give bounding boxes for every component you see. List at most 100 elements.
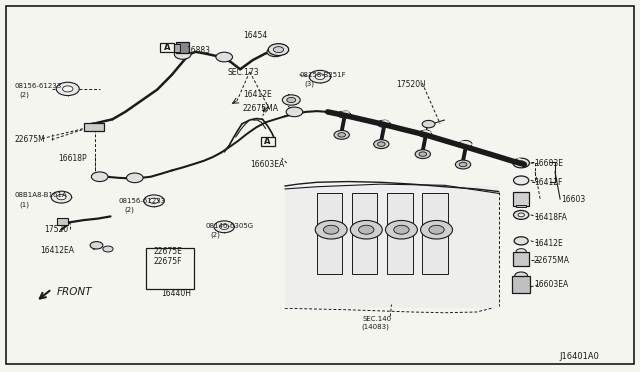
Circle shape [214,221,234,233]
Bar [285,186,499,308]
Circle shape [127,173,143,183]
Circle shape [513,158,529,168]
Circle shape [103,246,113,252]
Bar [387,193,413,274]
Text: (1): (1) [20,201,30,208]
Text: (3): (3) [305,80,315,87]
Circle shape [273,46,284,52]
Circle shape [385,221,417,239]
Text: FRONT: FRONT [57,286,92,296]
Circle shape [92,172,108,182]
Circle shape [419,130,432,137]
Bar [516,205,526,208]
Circle shape [287,97,296,103]
Circle shape [517,161,525,165]
Circle shape [394,225,409,234]
Text: 16412E: 16412E [534,239,563,248]
Circle shape [282,95,300,105]
Bar [160,42,173,52]
Text: 16603EA: 16603EA [250,160,284,169]
Text: 16454: 16454 [243,31,268,41]
Bar [422,193,448,274]
Text: 16418FA: 16418FA [534,213,567,222]
Bar [513,251,529,266]
Text: 16412F: 16412F [534,178,563,187]
Circle shape [350,221,382,239]
Circle shape [174,49,191,59]
Text: (2): (2) [124,206,134,213]
Text: 16412E: 16412E [243,90,272,99]
Circle shape [316,221,347,239]
Text: 16603E: 16603E [534,159,563,168]
Text: 16412EA: 16412EA [40,246,74,255]
Circle shape [315,74,325,80]
Circle shape [144,195,164,207]
Text: 16883: 16883 [186,46,210,55]
Text: SEC.140: SEC.140 [363,316,392,322]
Circle shape [429,225,444,234]
Text: A: A [163,42,170,51]
Text: 16603EA: 16603EA [534,280,568,289]
Circle shape [338,111,351,118]
Bar [174,44,179,52]
Text: 22675E: 22675E [154,247,183,256]
Text: 08158-B251F: 08158-B251F [300,72,346,78]
Circle shape [92,124,102,130]
Text: 16618P: 16618P [58,154,87,163]
Bar [57,218,68,225]
Text: 16603: 16603 [561,195,586,204]
Circle shape [323,225,339,234]
Bar [352,193,378,274]
Circle shape [422,121,435,128]
Text: 17520: 17520 [44,225,68,234]
Text: 22675MA: 22675MA [534,256,570,264]
Circle shape [419,152,427,156]
Circle shape [415,150,431,158]
Circle shape [267,47,284,57]
Circle shape [378,142,385,146]
Bar [84,123,104,131]
Bar [147,247,194,289]
Bar [260,137,275,146]
Circle shape [374,140,389,148]
Text: (14083): (14083) [362,324,389,330]
Circle shape [513,211,529,219]
Circle shape [216,52,232,62]
Circle shape [513,176,529,185]
Text: 16440H: 16440H [162,289,191,298]
Circle shape [57,195,66,200]
Bar [176,42,189,53]
Circle shape [268,44,289,55]
Circle shape [456,160,470,169]
Text: J16401A0: J16401A0 [559,352,599,361]
Text: (2): (2) [20,92,29,99]
Circle shape [515,272,527,279]
Circle shape [63,86,73,92]
Circle shape [514,237,528,245]
Circle shape [358,225,374,234]
Text: SEC.173: SEC.173 [227,68,259,77]
Text: 08B1A8-B161A: 08B1A8-B161A [15,192,67,198]
Circle shape [286,107,303,117]
Text: 08146-6305G: 08146-6305G [205,223,253,229]
Circle shape [460,140,472,148]
Bar [512,276,530,294]
Bar [317,193,342,274]
Circle shape [518,213,524,217]
Circle shape [149,198,159,203]
Text: 08156-61233: 08156-61233 [119,198,166,204]
Circle shape [90,241,103,249]
Circle shape [378,120,390,128]
Text: 08156-61233: 08156-61233 [15,83,62,89]
Text: 22675F: 22675F [154,257,182,266]
Circle shape [460,162,467,167]
Text: 22675M: 22675M [15,135,45,144]
Text: 17520U: 17520U [397,80,426,89]
Circle shape [516,248,526,254]
Bar [513,192,529,206]
Circle shape [88,123,103,132]
Text: (2): (2) [210,232,220,238]
Circle shape [51,191,72,203]
Text: A: A [264,137,271,146]
Text: 22675MA: 22675MA [242,104,278,113]
